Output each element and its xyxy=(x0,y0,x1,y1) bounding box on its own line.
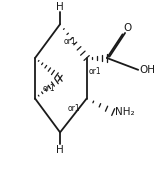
Text: O: O xyxy=(123,23,132,33)
Text: NH₂: NH₂ xyxy=(115,107,134,117)
Text: or1: or1 xyxy=(68,104,80,113)
Text: or1: or1 xyxy=(43,84,56,93)
Text: or1: or1 xyxy=(88,67,101,76)
Text: H: H xyxy=(56,2,64,12)
Text: or1: or1 xyxy=(63,37,76,46)
Text: OH: OH xyxy=(140,65,156,75)
Text: H: H xyxy=(56,145,64,155)
